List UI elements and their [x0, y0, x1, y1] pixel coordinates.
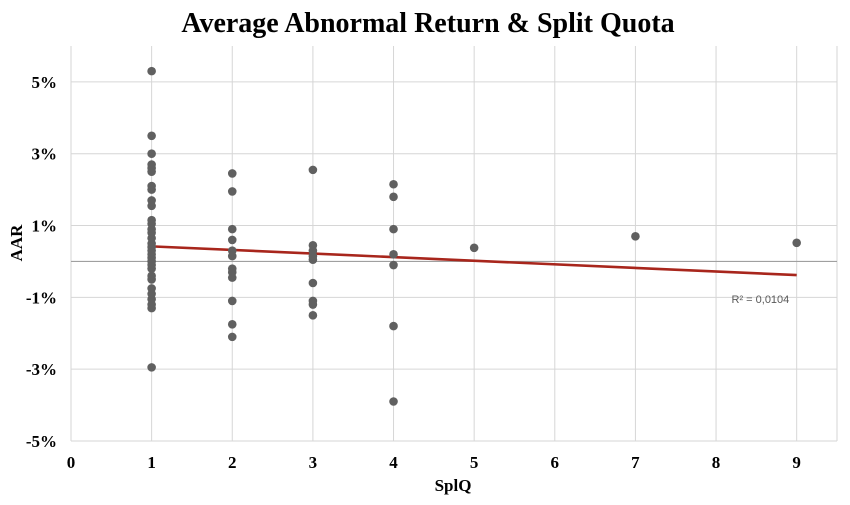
- trendline: [151, 245, 797, 277]
- data-point: [147, 185, 156, 194]
- y-tick-label: -3%: [26, 360, 57, 379]
- chart-title: Average Abnormal Return & Split Quota: [181, 8, 674, 39]
- x-tick-label: 9: [792, 453, 801, 472]
- data-point: [308, 278, 318, 288]
- x-tick-label: 0: [67, 453, 76, 472]
- data-point: [227, 224, 237, 234]
- data-point: [308, 300, 318, 309]
- gridlines: [70, 46, 838, 442]
- y-tick-label: 5%: [32, 73, 58, 92]
- r-squared-label: R² = 0,0104: [732, 294, 790, 306]
- data-point: [147, 149, 156, 159]
- data-point: [389, 260, 398, 270]
- data-point: [147, 363, 156, 372]
- data-point: [469, 243, 479, 253]
- y-tick-labels: 5% 3% 1% -1% -3% -5%: [26, 73, 57, 451]
- x-tick-label: 7: [631, 453, 640, 472]
- y-axis-label: AAR: [7, 224, 26, 262]
- data-point: [308, 165, 318, 175]
- data-point: [389, 179, 398, 189]
- data-point: [227, 169, 237, 178]
- data-point: [389, 192, 398, 202]
- trendline-group: R² = 0,0104: [151, 245, 797, 306]
- x-axis-label: SplQ: [435, 476, 472, 495]
- data-point: [308, 255, 318, 264]
- data-point: [147, 66, 156, 76]
- x-tick-label: 8: [712, 453, 721, 472]
- x-tick-label: 2: [228, 453, 237, 472]
- data-point: [389, 321, 398, 331]
- x-tick-label: 1: [147, 453, 156, 472]
- data-point: [147, 201, 156, 211]
- data-points: [147, 66, 801, 406]
- y-tick-label: -1%: [26, 288, 57, 307]
- data-point: [308, 311, 318, 320]
- x-tick-label: 3: [309, 453, 318, 472]
- data-point: [227, 296, 237, 306]
- data-point: [389, 224, 398, 234]
- data-point: [227, 319, 237, 329]
- data-point: [147, 131, 156, 141]
- data-point: [227, 273, 237, 282]
- data-point: [792, 238, 801, 248]
- data-point: [389, 249, 398, 259]
- data-point: [147, 264, 156, 273]
- data-point: [147, 167, 156, 176]
- y-tick-label: 1%: [32, 217, 58, 236]
- y-tick-label: -5%: [26, 432, 57, 451]
- x-tick-label: 5: [470, 453, 479, 472]
- x-tick-label: 4: [389, 453, 398, 472]
- data-point: [227, 187, 237, 196]
- data-point: [227, 251, 237, 261]
- x-tick-labels: 0 1 2 3 4 5 6 7 8 9: [67, 453, 801, 472]
- data-point: [147, 275, 156, 284]
- data-point: [389, 397, 398, 406]
- data-point: [227, 332, 237, 342]
- y-tick-label: 3%: [32, 145, 58, 164]
- data-point: [147, 303, 156, 313]
- x-tick-label: 6: [551, 453, 560, 472]
- data-point: [631, 232, 640, 241]
- data-point: [227, 235, 237, 245]
